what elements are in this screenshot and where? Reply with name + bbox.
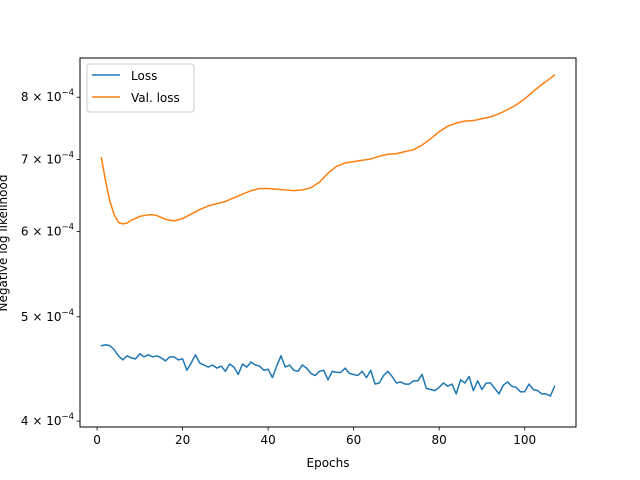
x-tick-label: 60 [346, 433, 361, 447]
x-tick-label: 0 [93, 433, 101, 447]
y-tick-label: 8 × 10−4 [21, 88, 74, 104]
plot-frame [79, 57, 577, 428]
x-tick-label: 40 [260, 433, 275, 447]
series-line-val-loss [100, 74, 556, 225]
y-tick-label: 6 × 10−4 [21, 223, 74, 239]
y-tick-label: 4 × 10−4 [21, 412, 74, 428]
y-axis: 4 × 10−4 5 × 10−4 6 × 10−4 7 × 10−4 8 × 10−4 [21, 88, 80, 428]
x-axis-label: Epochs [307, 456, 350, 470]
x-tick-label: 100 [513, 433, 536, 447]
legend-label-val-loss: Val. loss [131, 91, 180, 105]
x-axis: 0 20 40 60 80 100 [93, 427, 536, 447]
x-tick-label: 20 [175, 433, 190, 447]
legend: Loss Val. loss [86, 63, 195, 113]
x-tick-label: 80 [432, 433, 447, 447]
legend-box [86, 63, 195, 113]
series-line-loss [100, 344, 556, 397]
y-tick-label: 7 × 10−4 [21, 151, 74, 167]
legend-label-loss: Loss [131, 69, 157, 83]
y-axis-label: Negative log likelihood [0, 175, 10, 312]
y-tick-label: 5 × 10−4 [21, 308, 74, 324]
plot-lines [100, 74, 556, 397]
